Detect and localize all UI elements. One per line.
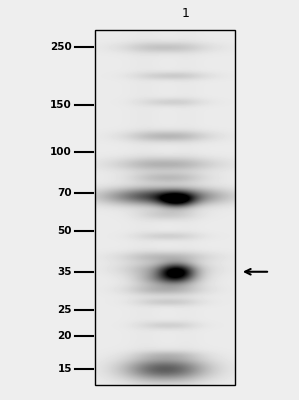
Text: 250: 250 (50, 42, 72, 52)
Text: 70: 70 (57, 188, 72, 198)
Bar (95, 30, 235, 385)
Text: 100: 100 (50, 147, 72, 157)
Text: 150: 150 (50, 100, 72, 110)
Text: 35: 35 (57, 267, 72, 277)
Text: 50: 50 (57, 226, 72, 236)
Text: 1: 1 (182, 7, 190, 20)
Text: 20: 20 (57, 331, 72, 341)
Text: 15: 15 (57, 364, 72, 374)
Text: 25: 25 (57, 305, 72, 315)
